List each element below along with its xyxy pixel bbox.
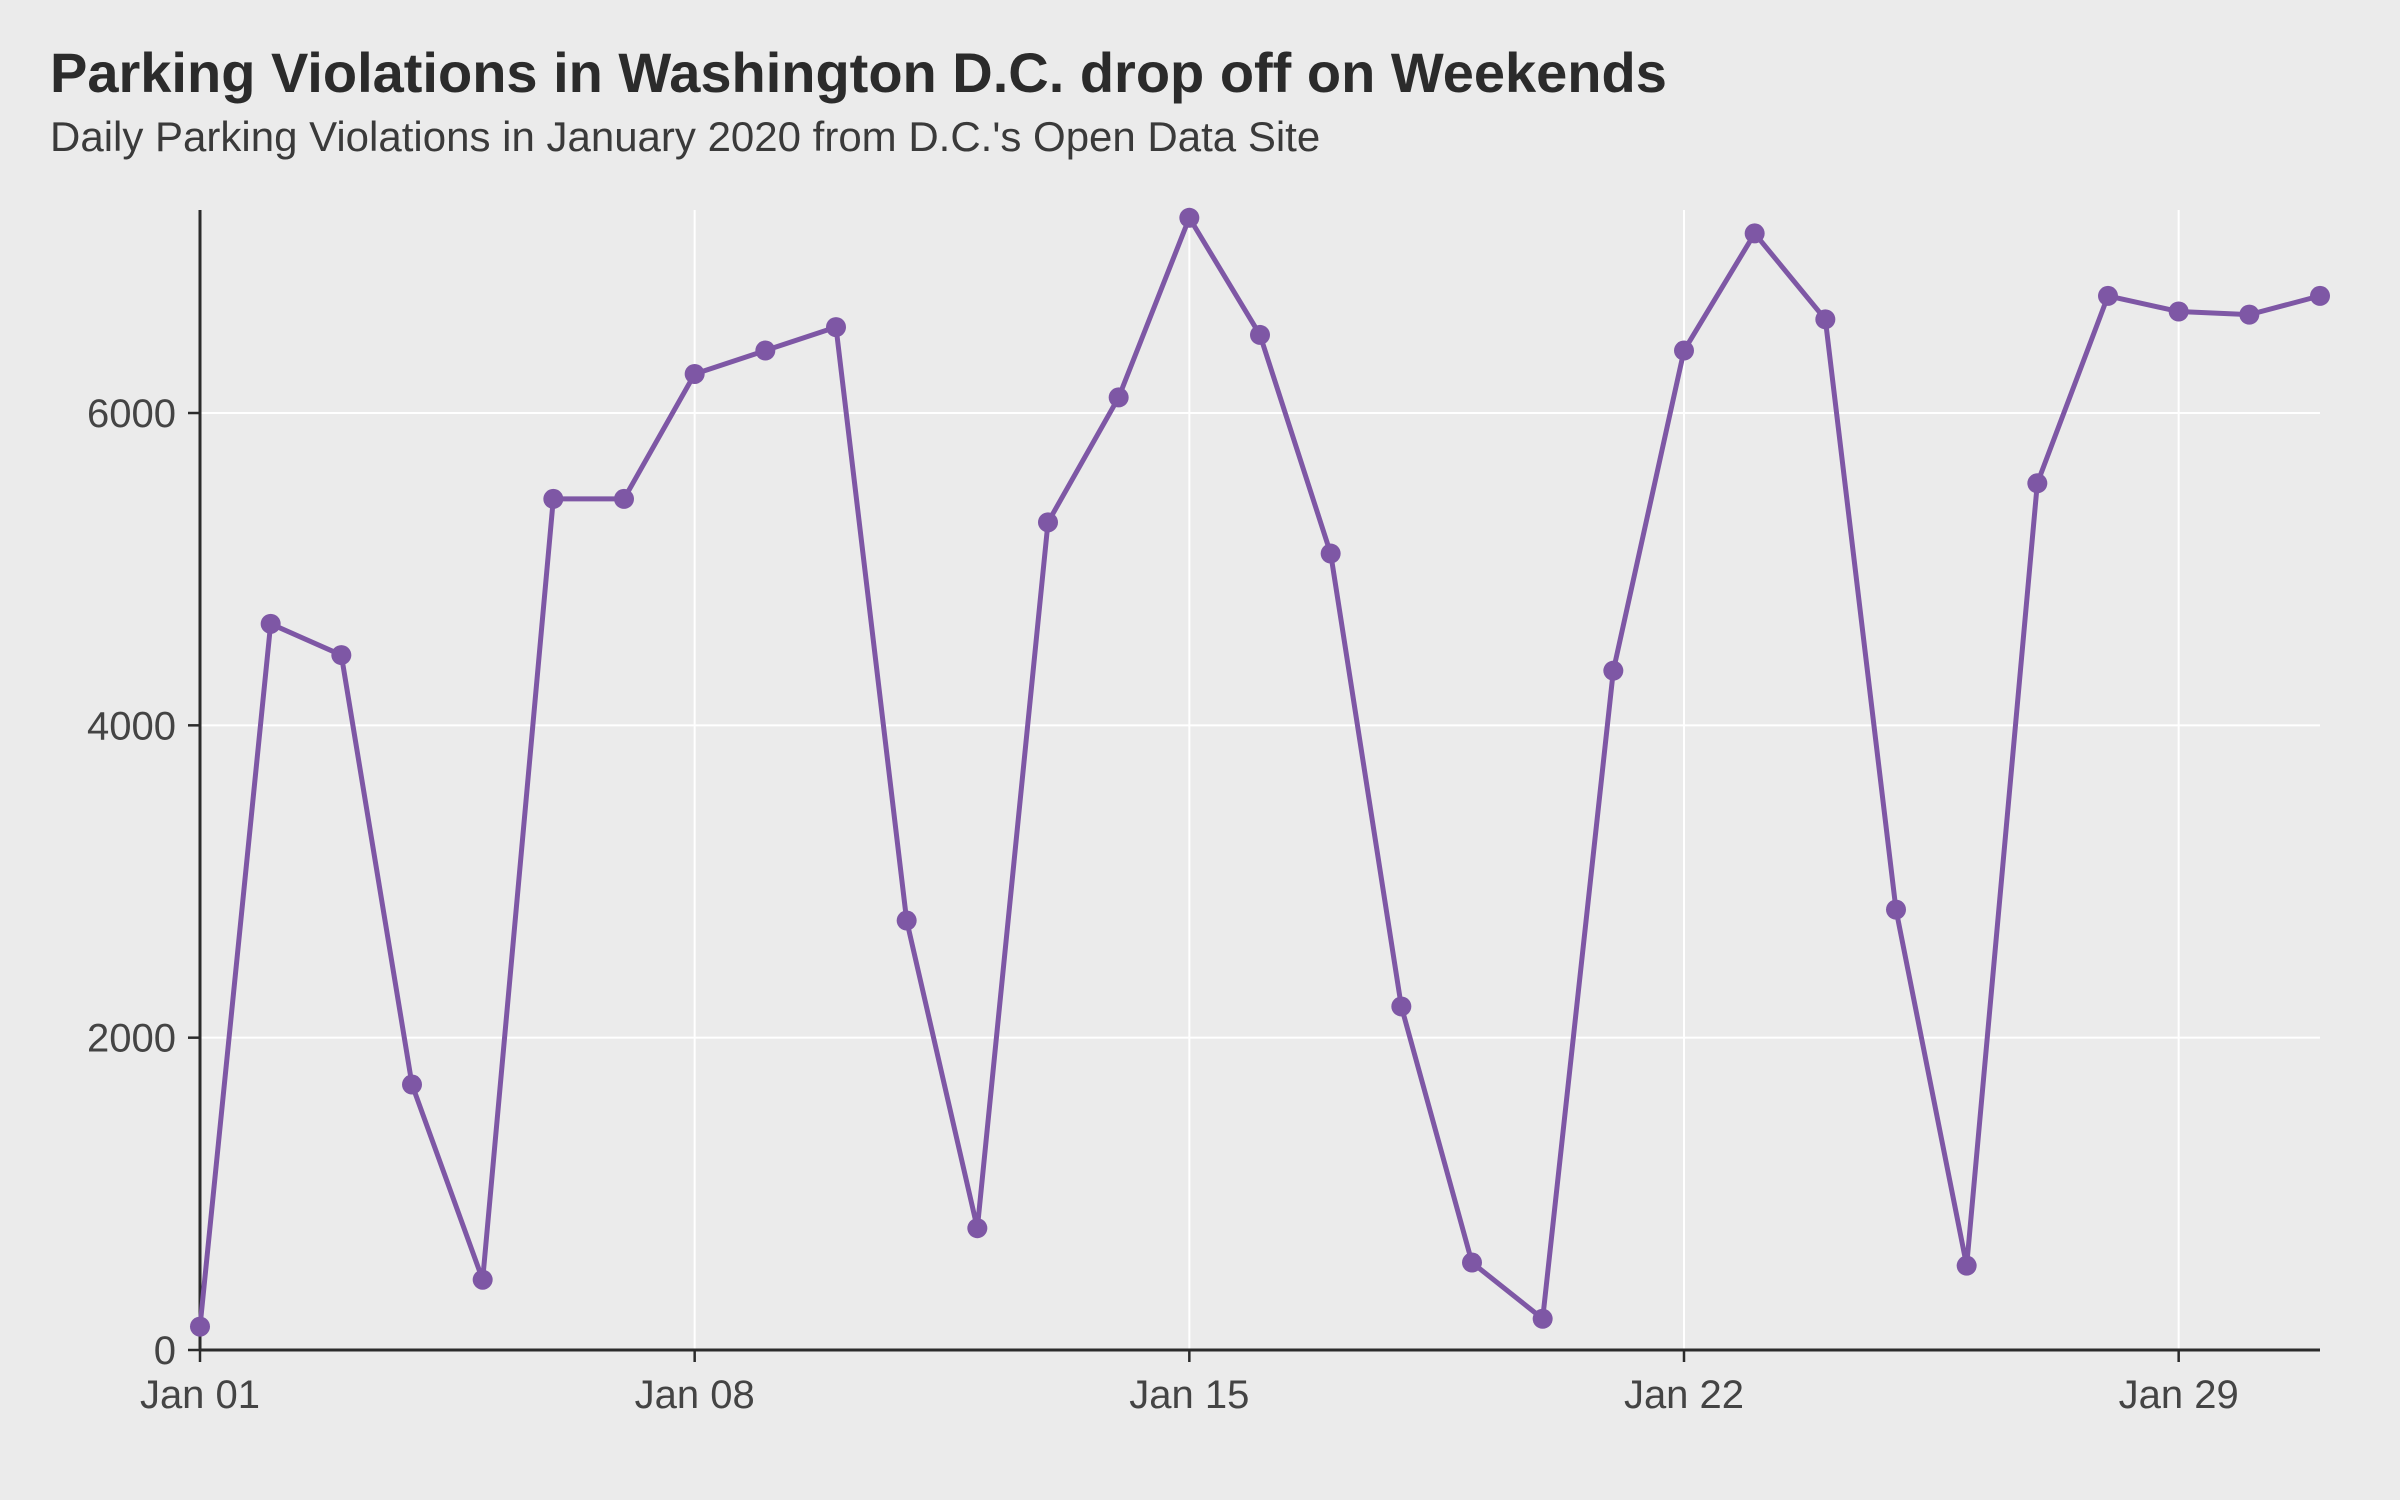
axes: [200, 210, 2320, 1350]
series-violations: [190, 208, 2330, 1337]
svg-text:Jan 01: Jan 01: [140, 1373, 260, 1417]
svg-text:2000: 2000: [87, 1017, 176, 1061]
chart-subtitle: Daily Parking Violations in January 2020…: [50, 113, 2350, 161]
svg-text:Jan 15: Jan 15: [1129, 1373, 1249, 1417]
svg-text:Jan 08: Jan 08: [635, 1373, 755, 1417]
chart-title: Parking Violations in Washington D.C. dr…: [50, 40, 2350, 105]
gridlines: [200, 210, 2320, 1350]
svg-text:Jan 22: Jan 22: [1624, 1373, 1744, 1417]
y-axis-ticks: 0 2000 4000 6000: [87, 392, 200, 1373]
svg-text:4000: 4000: [87, 704, 176, 748]
svg-text:Jan 29: Jan 29: [2119, 1373, 2239, 1417]
x-axis-ticks: Jan 01 Jan 08 Jan 15 Jan 22 Jan 29: [140, 1350, 2239, 1417]
svg-text:6000: 6000: [87, 392, 176, 436]
svg-text:0: 0: [154, 1329, 176, 1373]
chart-plot: 0200040006000Jan 01Jan 08Jan 15Jan 22Jan…: [50, 190, 2350, 1450]
